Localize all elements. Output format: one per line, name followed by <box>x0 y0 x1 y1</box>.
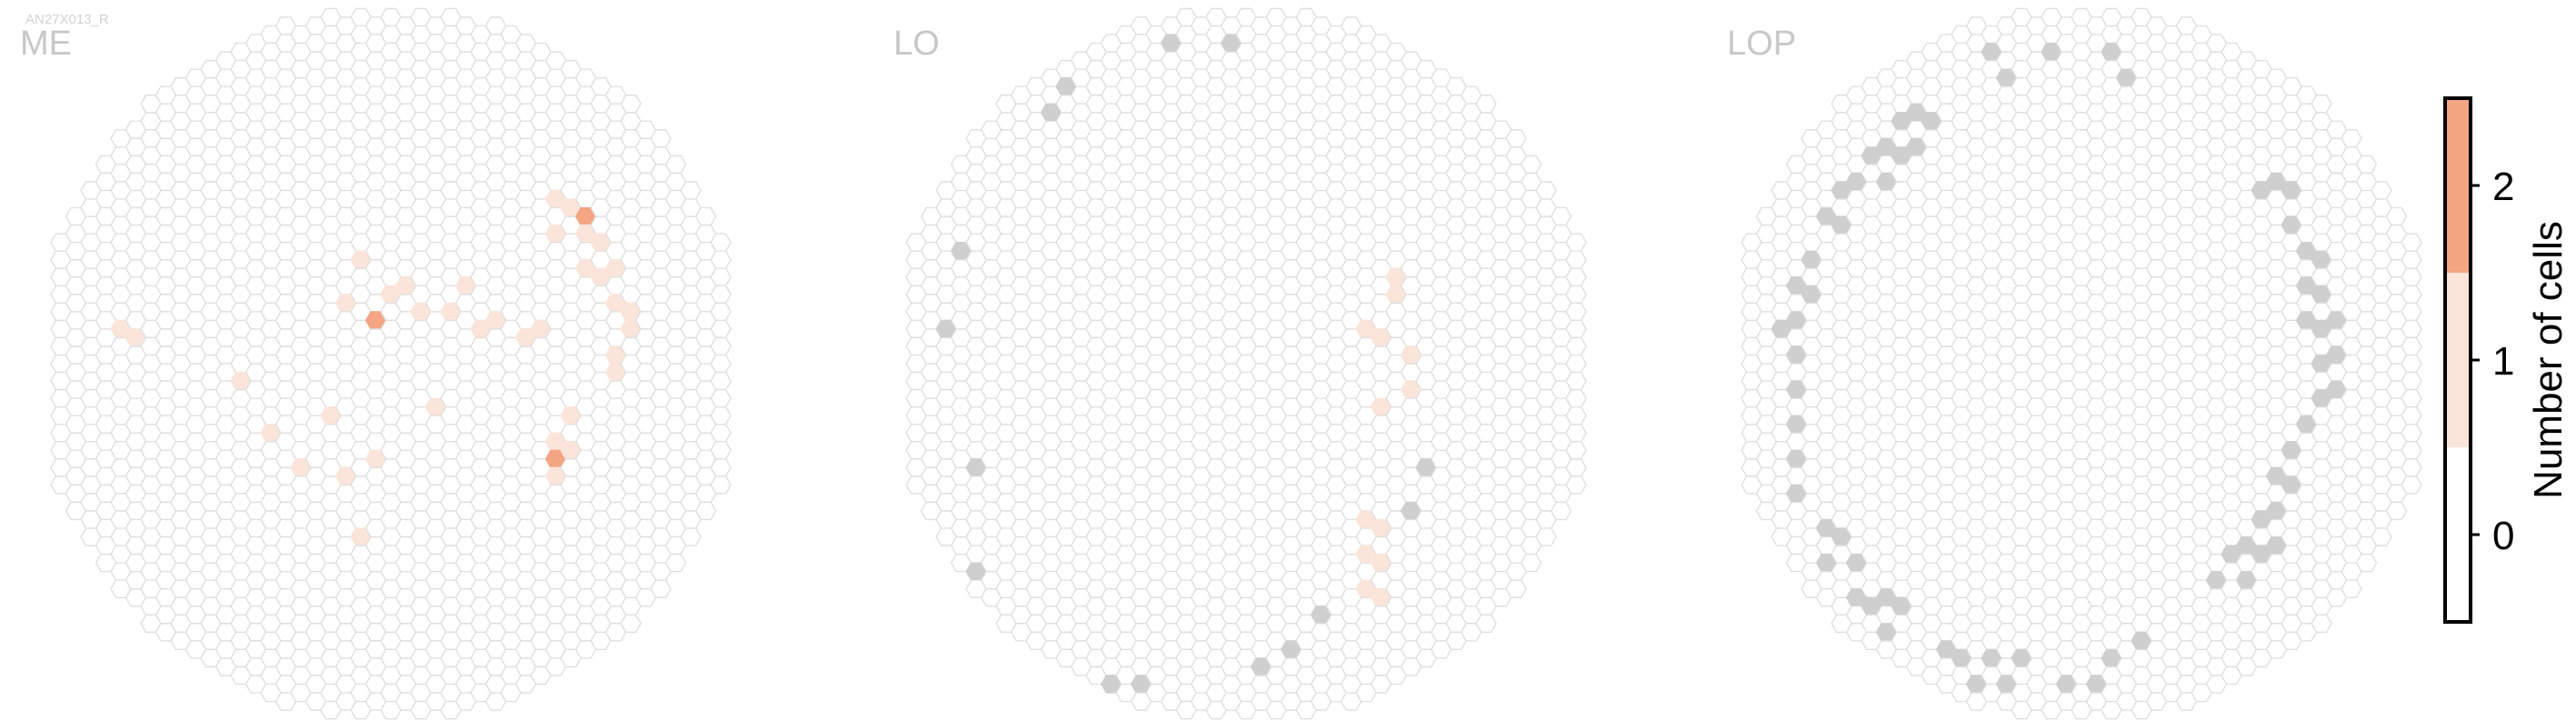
hex-cell-me <box>710 388 732 408</box>
hex-cell-me <box>680 181 702 200</box>
hex-cell-me <box>650 129 672 148</box>
panel-title-me: ME <box>20 25 72 63</box>
hex-cell-lop <box>2401 250 2422 269</box>
hex-cell-lop <box>2401 406 2422 426</box>
hex-cell-lo <box>1565 285 1587 304</box>
hex-grid-lo <box>905 7 1587 720</box>
hex-cell-lo <box>1565 319 1587 339</box>
hex-cell-lo <box>1565 441 1587 460</box>
hex-cell-lop <box>2401 371 2422 391</box>
panel-title-lop: LOP <box>1727 25 1796 63</box>
panel-lop: LOP <box>1727 7 2422 720</box>
colorbar-tick-label-1: 1 <box>2492 339 2514 384</box>
colorbar-segment-1 <box>2445 273 2471 447</box>
hex-cell-lo <box>1475 614 1497 633</box>
colorbar-ticks: 0 1 2 <box>2471 165 2514 558</box>
hex-cell-lo <box>1565 388 1587 408</box>
hex-cell-lo <box>1565 371 1587 391</box>
hex-cell-lop <box>2311 614 2332 633</box>
hex-cell-lop <box>2355 155 2378 175</box>
hex-cell-lop <box>2371 181 2392 200</box>
hex-cell-me <box>664 155 687 175</box>
hex-cell-lop <box>2401 285 2422 304</box>
hex-cell-lop <box>2401 441 2422 460</box>
colorbar: 0 1 2 Number of cells <box>2443 96 2571 624</box>
colorbar-label: Number of cells <box>2526 221 2571 499</box>
colorbar-tick-label-0: 0 <box>2492 514 2514 558</box>
hex-cell-me <box>710 285 732 304</box>
hex-cell-lo <box>1520 553 1543 573</box>
hex-cell-me <box>710 354 732 374</box>
hex-cell-me <box>710 406 732 426</box>
hex-cell-me <box>710 458 732 477</box>
hex-cell-me <box>650 579 672 598</box>
hex-cell-me <box>694 206 717 226</box>
hex-grid-lop <box>1741 7 2422 720</box>
hex-cell-lo <box>1535 527 1557 546</box>
hex-cell-lop <box>2385 501 2408 521</box>
hex-cell-me <box>620 95 642 114</box>
hex-cell-lop <box>2401 319 2422 339</box>
colorbar-segment-2 <box>2445 98 2471 273</box>
hex-cell-lop <box>2401 424 2422 443</box>
hex-cell-lo <box>1565 458 1587 477</box>
hex-cell-me <box>710 233 732 252</box>
hex-cell-me <box>680 527 702 546</box>
hex-cell-lop <box>2371 527 2392 546</box>
hex-cell-lop <box>2311 95 2332 114</box>
hex-cell-lo <box>1565 233 1587 252</box>
hex-cell-lop <box>2401 388 2422 408</box>
hex-grid-me <box>50 7 732 720</box>
hex-cell-lo <box>1565 406 1587 426</box>
hex-cell-me <box>710 302 732 322</box>
colorbar-tick-label-2: 2 <box>2492 165 2514 209</box>
hex-cell-lo <box>1565 267 1587 286</box>
hex-cell-lop <box>2341 579 2362 598</box>
hex-cell-lop <box>2401 458 2422 477</box>
hex-cell-lop <box>2385 206 2408 226</box>
hex-cell-lo <box>1565 354 1587 374</box>
hex-cell-lo <box>1565 336 1587 356</box>
hex-cell-lop <box>2401 336 2422 356</box>
panel-me: ME <box>20 7 732 720</box>
hex-cell-me <box>710 267 732 286</box>
hex-cell-lo <box>1565 302 1587 322</box>
cell-id-label: AN27X013_R <box>25 12 109 27</box>
hex-cell-me <box>710 336 732 356</box>
hex-cell-me <box>710 476 732 495</box>
hex-cell-lo <box>1565 424 1587 443</box>
panel-title-lo: LO <box>894 25 940 63</box>
hex-cell-lo <box>1565 476 1587 495</box>
hex-cell-lo <box>1475 95 1497 114</box>
hex-cell-me <box>710 250 732 269</box>
hex-cell-lop <box>2341 129 2362 148</box>
hex-cell-lop <box>2401 302 2422 322</box>
hex-cell-lop <box>2401 354 2422 374</box>
colorbar-segment-0 <box>2445 447 2471 622</box>
hex-cell-lop <box>2401 267 2422 286</box>
hex-cell-me <box>710 319 732 339</box>
hex-cell-me <box>710 441 732 460</box>
hex-cell-me <box>620 614 642 633</box>
hex-cell-lo <box>1565 250 1587 269</box>
hex-cell-lo <box>1535 181 1557 200</box>
hex-cell-lo <box>1520 155 1543 175</box>
hex-cell-lop <box>2401 476 2422 495</box>
hex-cell-me <box>664 553 687 573</box>
hex-cell-lo <box>1550 501 1573 521</box>
hex-cell-lo <box>1505 579 1527 598</box>
hex-cell-me <box>710 371 732 391</box>
hex-cell-lo <box>1550 206 1573 226</box>
hex-cell-lop <box>2401 233 2422 252</box>
panel-lo: LO <box>894 7 1587 720</box>
hex-cell-me <box>694 501 717 521</box>
hex-cell-lo <box>1505 129 1527 148</box>
hex-cell-me <box>710 424 732 443</box>
hex-cell-lop <box>2355 553 2378 573</box>
